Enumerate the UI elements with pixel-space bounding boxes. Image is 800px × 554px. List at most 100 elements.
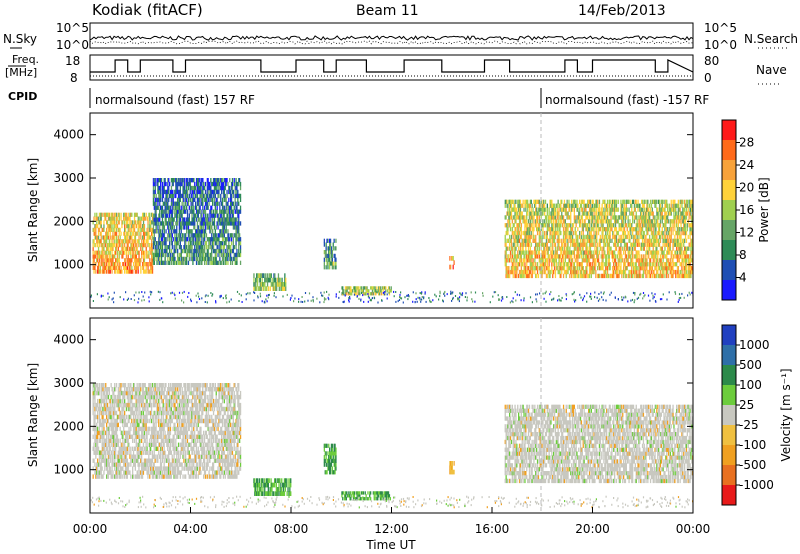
echo-cell <box>609 230 611 236</box>
echo-cell <box>550 219 552 224</box>
echo-cell <box>683 250 685 255</box>
echo-cell <box>579 254 581 259</box>
nsky-panel: N.Sky 10^5 10^0 10^5 10^0 N.Search <box>3 21 798 52</box>
echo-cell <box>171 197 173 202</box>
echo-cell <box>181 201 183 206</box>
echo-cell <box>207 260 209 265</box>
echo-cell <box>142 246 144 251</box>
echo-cell <box>614 203 616 208</box>
echo-cell <box>239 252 241 258</box>
echo-cell <box>642 269 645 275</box>
echo-cell <box>641 203 644 208</box>
echo-cell <box>578 242 580 247</box>
echo-cell <box>585 242 587 247</box>
echo-cell <box>220 185 222 191</box>
echo-cell <box>513 230 515 236</box>
echo-cell <box>198 233 200 238</box>
echo-cell <box>151 269 154 274</box>
echo-cell <box>219 201 221 206</box>
echo-cell <box>196 221 199 226</box>
echo-cell <box>602 234 604 240</box>
echo-cell <box>631 223 633 228</box>
echo-cell <box>224 256 226 262</box>
echo-cell <box>614 234 617 240</box>
echo-cell <box>655 227 657 232</box>
echo-cell <box>117 239 119 244</box>
echo-cell <box>563 269 566 275</box>
echo-cell <box>261 282 263 287</box>
echo-cell <box>568 215 570 220</box>
echo-cell <box>193 178 195 183</box>
echo-cell <box>576 250 578 255</box>
echo-cell <box>223 178 225 183</box>
echo-cell <box>646 215 648 220</box>
echo-cell <box>613 215 615 220</box>
echo-cell <box>232 241 234 246</box>
echo-cell <box>153 260 155 265</box>
echo-cell <box>618 238 620 243</box>
echo-cell <box>331 261 333 266</box>
echo-cell <box>236 260 238 265</box>
echo-cell <box>557 238 559 243</box>
echo-cell <box>161 217 164 222</box>
echo-cell <box>188 217 190 222</box>
echo-cell <box>620 227 622 232</box>
echo-cell <box>165 193 167 199</box>
echo-cell <box>217 193 219 199</box>
echo-cell <box>172 217 174 222</box>
echo-cell <box>189 241 191 246</box>
echo-cell <box>202 229 204 234</box>
echo-cell <box>262 282 264 287</box>
echo-cell <box>208 225 210 230</box>
echo-cell <box>569 230 571 236</box>
echo-cell <box>517 266 519 271</box>
echo-cell <box>583 207 585 212</box>
echo-cell <box>659 219 662 224</box>
echo-cell <box>666 254 668 259</box>
echo-cell <box>221 241 223 246</box>
echo-cell <box>554 223 557 228</box>
echo-cell <box>577 203 579 208</box>
echo-cell <box>624 242 627 247</box>
echo-cell <box>680 273 682 279</box>
echo-cell <box>171 245 173 250</box>
echo-cell <box>552 258 554 263</box>
echo-cell <box>218 189 220 195</box>
echo-cell <box>670 273 672 279</box>
echo-cell <box>154 221 156 226</box>
echo-cell <box>109 220 111 225</box>
echo-cell <box>632 227 635 232</box>
echo-cell <box>174 201 176 206</box>
echo-cell <box>518 219 521 224</box>
echo-cell <box>626 227 628 232</box>
echo-cell <box>541 269 543 275</box>
echo-cell <box>278 277 280 283</box>
echo-cell <box>634 227 636 232</box>
echo-cell <box>662 207 664 212</box>
echo-cell <box>142 243 144 248</box>
echo-cell <box>356 286 358 290</box>
echo-cell <box>237 189 239 195</box>
echo-cell <box>556 230 558 236</box>
echo-cell <box>676 223 678 228</box>
echo-cell <box>579 211 581 216</box>
echo-cell <box>188 233 190 238</box>
echo-cell <box>527 230 530 236</box>
echo-cell <box>585 254 587 259</box>
echo-cell <box>661 215 663 220</box>
echo-cell <box>112 231 114 236</box>
echo-cell <box>238 221 240 226</box>
echo-cell <box>671 273 673 279</box>
echo-cell <box>215 181 217 187</box>
echo-cell <box>325 246 327 251</box>
echo-cell <box>136 231 138 236</box>
echo-cell <box>217 245 219 250</box>
echo-cell <box>582 269 584 275</box>
echo-cell <box>661 262 663 267</box>
echo-cell <box>520 273 522 279</box>
echo-cell <box>682 219 684 224</box>
echo-cell <box>198 197 200 202</box>
echo-cell <box>612 273 614 279</box>
echo-cell <box>558 203 560 208</box>
echo-cell <box>256 273 258 278</box>
